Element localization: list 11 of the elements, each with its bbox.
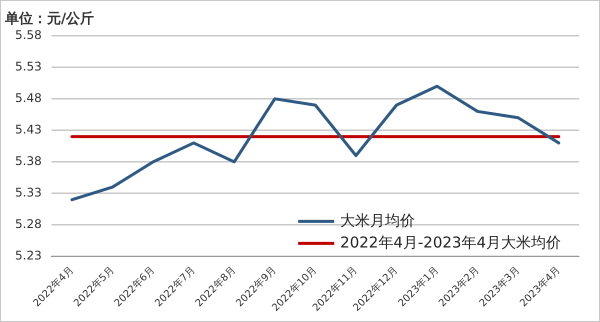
y-tick-label: 5.38 xyxy=(15,154,42,168)
y-tick-label: 5.28 xyxy=(15,216,42,231)
y-tick-label: 5.43 xyxy=(15,122,42,136)
legend-label: 大米月均价 xyxy=(340,211,416,230)
legend-label: 2022年4月-2023年4月大米均价 xyxy=(340,233,562,252)
chart-title: 单位：元/公斤 xyxy=(4,10,94,28)
y-tick-label: 5.48 xyxy=(15,90,42,105)
y-tick-label: 5.58 xyxy=(15,28,42,42)
y-tick-label: 5.53 xyxy=(15,59,42,74)
y-tick-label: 5.33 xyxy=(15,185,42,200)
y-tick-label: 5.23 xyxy=(15,248,42,263)
